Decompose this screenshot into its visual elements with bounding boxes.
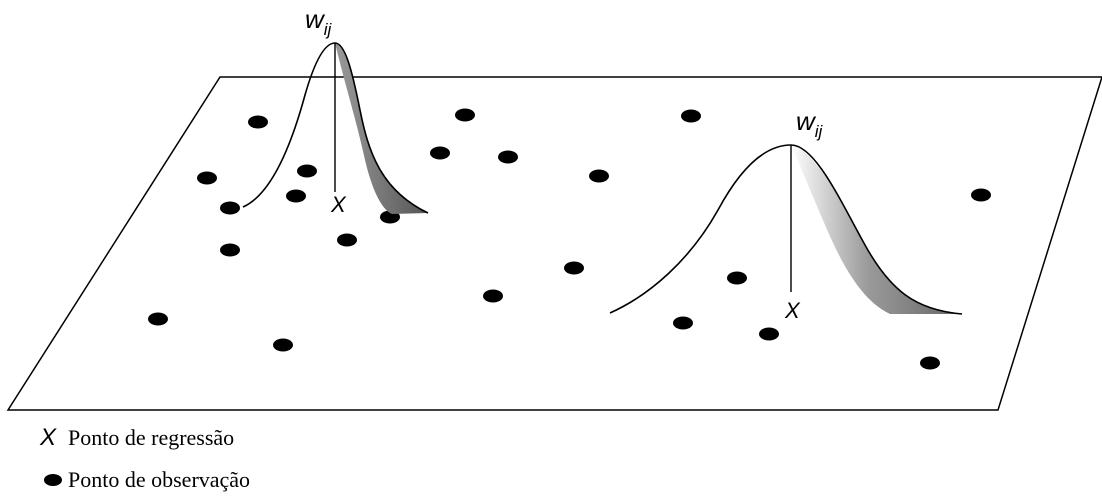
- regression-point-label: X: [330, 192, 347, 217]
- observation-point: [286, 189, 306, 203]
- observation-point: [148, 312, 168, 326]
- observation-point: [220, 243, 240, 257]
- kernel-weight-label: wij: [305, 4, 333, 39]
- observation-point: [248, 115, 268, 129]
- observation-point: [297, 164, 317, 178]
- observation-point: [483, 289, 503, 303]
- observation-point: [430, 146, 450, 160]
- legend-observation: Ponto de observação: [40, 467, 250, 493]
- observation-point: [681, 109, 701, 123]
- observation-point: [971, 188, 991, 202]
- kernel-shaded-flank: [791, 145, 962, 314]
- legend-observation-label: Ponto de observação: [68, 467, 251, 492]
- kernel-shaded-flank: [335, 43, 428, 214]
- observation-point: [455, 108, 475, 122]
- regression-point-label: X: [784, 298, 801, 323]
- observation-point: [337, 233, 357, 247]
- observation-point: [564, 261, 584, 275]
- observation-point: [273, 338, 293, 352]
- observation-point: [220, 201, 240, 215]
- observation-point: [589, 169, 609, 183]
- observation-point: [759, 327, 779, 341]
- legend-regression: X Ponto de regressão: [40, 424, 234, 452]
- observation-point-symbol: [44, 474, 62, 486]
- observation-point: [920, 356, 940, 370]
- kernel-weight-label: wij: [796, 106, 824, 141]
- kernel-narrow: wij X: [242, 4, 429, 217]
- observation-point: [673, 316, 693, 330]
- observation-point: [498, 150, 518, 164]
- regression-point-symbol: X: [40, 424, 57, 451]
- kernel-wide: wij X: [609, 106, 963, 323]
- observation-points: [148, 108, 991, 370]
- legend-regression-label: Ponto de regressão: [68, 425, 235, 450]
- observation-point: [727, 271, 747, 285]
- observation-point: [197, 171, 217, 185]
